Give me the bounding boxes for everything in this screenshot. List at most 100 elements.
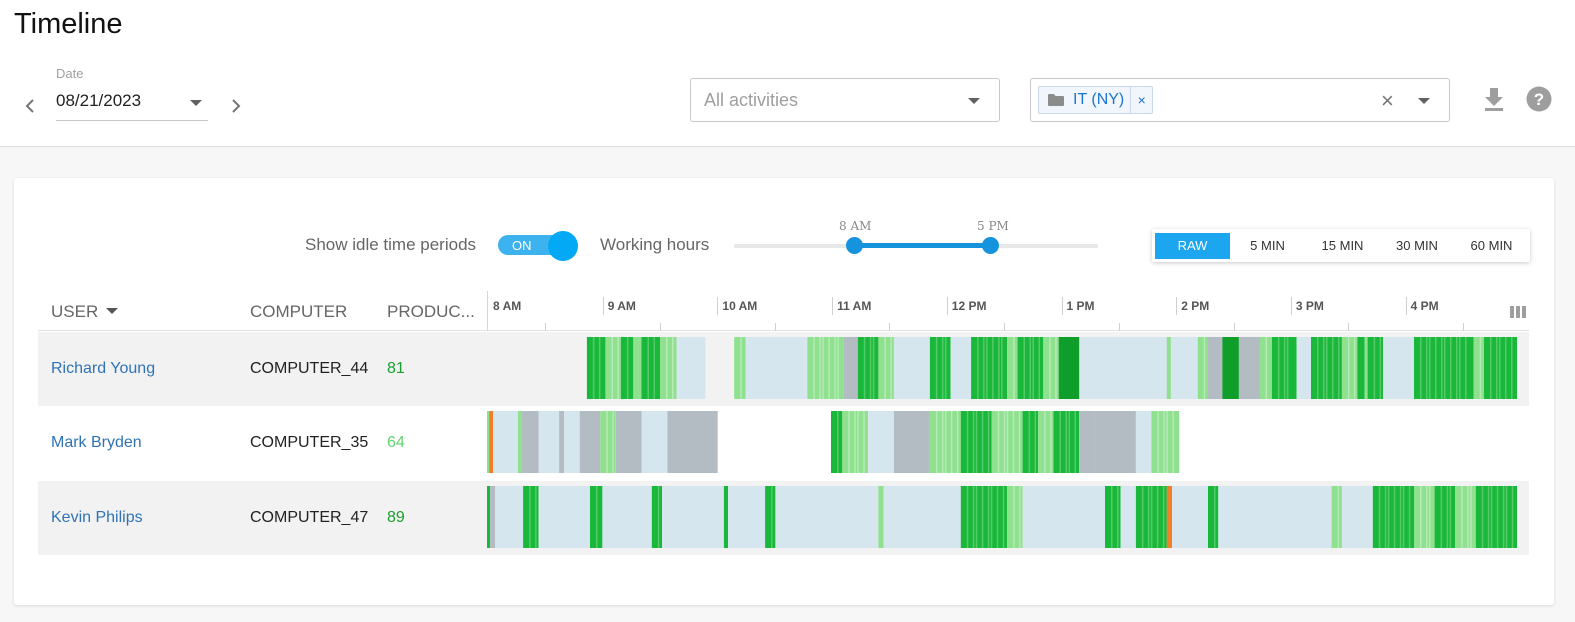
activity-timeline[interactable] [487, 486, 1517, 548]
activity-stripe [1465, 337, 1467, 399]
activity-stripe [666, 337, 668, 399]
columns-icon[interactable] [1510, 305, 1526, 319]
activity-segment-idle [564, 411, 580, 473]
activity-stripe [1378, 486, 1381, 548]
computer-name: COMPUTER_44 [250, 360, 369, 377]
activity-segment-lgreen [1197, 337, 1208, 399]
activity-segment-idle [1079, 337, 1167, 399]
activity-segment-lgreen [517, 411, 522, 473]
activity-timeline[interactable] [487, 337, 1517, 399]
activity-stripe [1172, 411, 1174, 473]
activity-segment-gray [667, 411, 694, 473]
next-day-button[interactable] [228, 96, 244, 116]
activity-segment-lgreen [1455, 486, 1476, 548]
user-link[interactable]: Mark Bryden [51, 434, 142, 451]
sort-desc-icon [106, 308, 119, 314]
column-user[interactable]: USER [51, 302, 119, 322]
slider-start-tooltip: 8 AM [839, 219, 872, 233]
axis-hour-label: 9 AM [607, 299, 636, 313]
activity-stripe [1214, 486, 1216, 548]
activity-stripe [1441, 337, 1443, 399]
chip-remove-icon[interactable]: × [1130, 87, 1152, 113]
activity-segment-green [831, 411, 843, 473]
activity-timeline[interactable] [487, 411, 1517, 473]
activity-stripe [1283, 337, 1286, 399]
time-axis: 8 AM 9 AM 10 AM 11 AM 12 PM 1 PM 2 PM 3 PM 4 PM [487, 291, 1517, 331]
activity-stripe [1012, 411, 1015, 473]
header: Timeline Date 08/21/2023 All activities … [0, 0, 1575, 147]
axis-half-hour-tick [1348, 323, 1350, 331]
working-hours-label: Working hours [600, 235, 710, 254]
activity-segment-gray [1079, 411, 1095, 473]
slider-start-handle[interactable] [846, 237, 863, 254]
activity-stripe [1379, 337, 1382, 399]
column-productivity[interactable]: PRODUC... [387, 302, 475, 321]
activity-stripe [1373, 337, 1376, 399]
activity-stripe [1461, 486, 1463, 548]
activity-segment-gray [490, 486, 496, 548]
user-link[interactable]: Richard Young [51, 360, 156, 377]
idle-periods-label: Show idle time periods [305, 235, 477, 254]
chevron-left-icon [25, 99, 34, 113]
previous-day-button[interactable] [22, 96, 38, 116]
activity-segment-green [960, 486, 1008, 548]
table-header: USER COMPUTER PRODUC... 8 AM 9 AM 10 AM 11 … [38, 291, 1529, 331]
productivity-value: 64 [387, 434, 405, 451]
granularity-raw[interactable]: RAW [1155, 232, 1230, 259]
activity-stripe [941, 337, 944, 399]
granularity-15-min[interactable]: 15 MIN [1321, 238, 1364, 253]
date-picker[interactable]: 08/21/2023 [56, 88, 208, 121]
timeline-bars [487, 411, 1180, 473]
activity-stripe [1156, 486, 1159, 548]
activity-stripe [1467, 486, 1469, 548]
axis-hour-label: 3 PM [1295, 299, 1324, 313]
slider-end-handle[interactable] [982, 237, 999, 254]
idle-periods-toggle[interactable]: ON [498, 231, 580, 261]
group-chip-label: IT (NY) [1073, 91, 1125, 108]
caret-down-icon[interactable] [1418, 98, 1430, 104]
activity-segment-orange [1166, 486, 1172, 548]
user-link[interactable]: Kevin Philips [51, 509, 143, 526]
activity-segment-orange [489, 411, 494, 473]
help-icon[interactable]: ? [1526, 86, 1552, 112]
activity-segment-green [487, 486, 491, 548]
activity-segment-idle [676, 337, 706, 399]
activity-stripe [987, 486, 990, 548]
activity-stripe [944, 337, 947, 399]
activity-stripe [740, 337, 742, 399]
activity-stripe [612, 411, 614, 473]
activity-stripe [672, 337, 674, 399]
working-hours-slider[interactable]: 8 AM 5 PM [734, 216, 1098, 256]
activity-stripe [1456, 337, 1458, 399]
activity-segment-gray [559, 411, 565, 473]
clear-icon[interactable]: × [1381, 88, 1394, 113]
activity-stripe [819, 337, 821, 399]
page-title: Timeline [14, 8, 123, 40]
activity-segment-gray [893, 411, 930, 473]
activity-stripe [935, 411, 938, 473]
activity-stripe [977, 337, 979, 399]
activity-stripe [598, 337, 601, 399]
activity-segment-idle [1341, 486, 1373, 548]
activity-stripe [998, 337, 1000, 399]
activity-stripe [1347, 337, 1350, 399]
activity-stripe [975, 486, 978, 548]
activity-segment-idle [1218, 486, 1332, 548]
activity-stripe [1166, 411, 1168, 473]
axis-half-hour-tick [774, 323, 776, 331]
axis-half-hour-tick [1004, 323, 1006, 331]
granularity-5-min[interactable]: 5 MIN [1250, 238, 1285, 253]
activity-stripe [1426, 486, 1428, 548]
activity-stripe [992, 337, 994, 399]
group-select[interactable]: IT (NY) × × [1030, 78, 1450, 122]
granularity-selector: RAW 5 MIN 15 MIN 30 MIN 60 MIN [1152, 229, 1530, 262]
activity-stripe [834, 337, 836, 399]
download-icon[interactable] [1482, 86, 1506, 112]
activity-stripe [1426, 337, 1428, 399]
column-computer[interactable]: COMPUTER [250, 302, 348, 321]
axis-half-hour-tick [1462, 323, 1464, 331]
activity-stripe [935, 337, 938, 399]
granularity-30-min[interactable]: 30 MIN [1396, 238, 1438, 253]
activities-select[interactable]: All activities [690, 78, 1000, 122]
granularity-60-min[interactable]: 60 MIN [1470, 238, 1513, 253]
